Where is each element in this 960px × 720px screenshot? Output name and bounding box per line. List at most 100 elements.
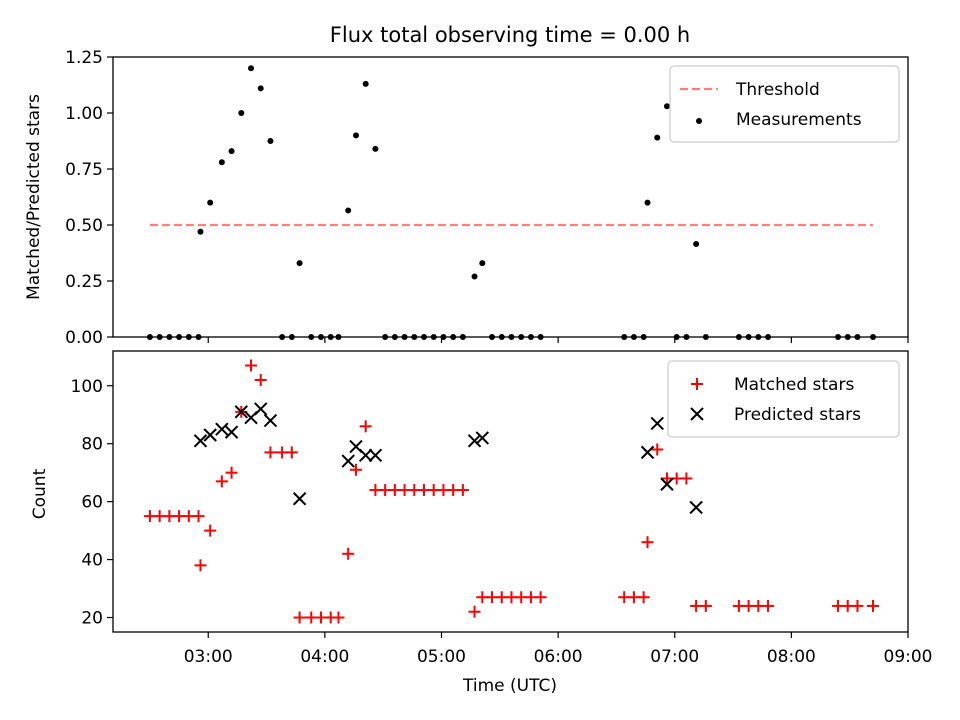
measurement-point (207, 199, 214, 206)
bottom-x-axis-label: Time (UTC) (462, 676, 557, 696)
predicted-star-marker (224, 425, 239, 439)
x-tick-label: 04:00 (300, 647, 349, 667)
measurement-point (401, 334, 408, 340)
measurement-point (654, 134, 661, 141)
measurement-point (663, 103, 670, 110)
measurement-point (471, 273, 478, 280)
measurement-point (498, 334, 505, 340)
measurement-point (248, 65, 255, 72)
legend-measurement-swatch (696, 118, 702, 124)
predicted-star-marker (467, 434, 482, 448)
measurement-point (479, 260, 486, 267)
measurement-point (640, 334, 647, 340)
measurement-point (288, 334, 295, 340)
matched-star-marker (194, 559, 207, 572)
measurement-point (527, 334, 534, 340)
y-tick-label: 0.75 (65, 160, 103, 180)
matched-star-marker (456, 484, 469, 497)
measurement-point (683, 334, 690, 340)
y-tick-label: 0.50 (65, 216, 103, 236)
legend-label: Threshold (735, 80, 820, 100)
legend-entry: Predicted stars (690, 405, 861, 425)
measurement-point (844, 334, 851, 340)
measurement-point (197, 228, 204, 235)
measurement-point (673, 334, 680, 340)
measurement-point (257, 85, 264, 92)
measurement-point (489, 334, 496, 340)
measurement-point (185, 334, 192, 340)
top-y-axis-label: Matched/Predicted stars (24, 94, 44, 300)
y-tick-label: 60 (81, 493, 103, 513)
measurement-point (267, 138, 274, 144)
legend-label: Measurements (736, 110, 862, 130)
predicted-star-marker (203, 428, 217, 442)
predicted-star-marker (689, 500, 703, 515)
bottom-y-axis-label: Count (30, 468, 50, 519)
legend-box (667, 360, 900, 438)
measurement-point (382, 334, 389, 340)
top-chart-title: Flux total observing time = 0.00 h (330, 23, 690, 47)
predicted-star-marker (234, 405, 248, 419)
measurement-point (735, 334, 742, 340)
predicted-star-marker (263, 413, 278, 428)
y-tick-label: 100 (71, 377, 103, 397)
measurement-point (854, 334, 861, 340)
measurement-point (421, 334, 428, 340)
measurement-point (228, 148, 235, 155)
y-tick-label: 20 (81, 609, 103, 629)
measurement-point (156, 334, 163, 340)
predicted-star-marker (368, 448, 383, 462)
measurement-point (621, 334, 628, 340)
measurement-point (765, 334, 772, 340)
measurement-point (352, 132, 359, 139)
matched-star-marker (359, 420, 372, 433)
measurement-point (644, 199, 651, 206)
measurement-point (391, 334, 398, 340)
measurement-point (537, 334, 544, 340)
matched-star-marker (332, 611, 345, 624)
matched-star-marker (215, 475, 228, 488)
x-tick-label: 09:00 (884, 647, 933, 667)
measurement-point (702, 334, 709, 340)
x-tick-label: 08:00 (767, 647, 816, 667)
top-panel: 0.00 0.25 0.50 0.75 1.00 1.25 Threshold Measure… (65, 48, 909, 348)
measurement-point (411, 334, 418, 340)
bottom-panel: 20 40 60 80 100 03:00 04:00 05:00 06:00 07:00 08:0… (71, 350, 933, 667)
legend-box (669, 65, 900, 143)
y-tick-label: 1.25 (65, 48, 103, 68)
matched-star-marker (204, 524, 217, 537)
x-tick-label: 07:00 (650, 647, 699, 667)
matched-star-marker (293, 611, 306, 624)
measurement-point (755, 334, 762, 340)
legend-entry: Matched stars (691, 375, 854, 395)
legend-label: Matched stars (734, 375, 854, 395)
matched-star-marker (699, 599, 712, 612)
measurement-point (146, 334, 153, 340)
matched-star-marker (254, 373, 267, 386)
measurement-point (279, 334, 286, 340)
matched-star-marker (641, 536, 654, 549)
measurement-point (745, 334, 752, 340)
matched-star-marker (534, 591, 547, 604)
predicted-star-marker (660, 477, 674, 491)
matched-star-marker (349, 463, 362, 476)
legend-label: Predicted stars (734, 405, 861, 425)
matched-star-marker (245, 359, 258, 372)
legend-entry: Measurements (696, 110, 862, 130)
y-tick-label: 0.00 (65, 328, 103, 348)
measurement-point (166, 334, 173, 340)
measurement-point (372, 145, 379, 152)
predicted-star-marker (650, 416, 664, 431)
measurement-point (693, 241, 700, 248)
predicted-star-marker (358, 448, 373, 462)
matched-star-marker (867, 599, 880, 612)
predicted-star-marker (475, 431, 490, 445)
y-tick-label: 0.25 (65, 272, 103, 292)
matched-star-marker (762, 599, 775, 612)
predicted-star-marker (193, 434, 208, 448)
measurement-point (440, 334, 447, 340)
measurement-point (218, 159, 225, 166)
legend-entry: Threshold (680, 80, 820, 100)
x-tick-label: 05:00 (417, 647, 466, 667)
matched-star-marker (192, 510, 205, 523)
